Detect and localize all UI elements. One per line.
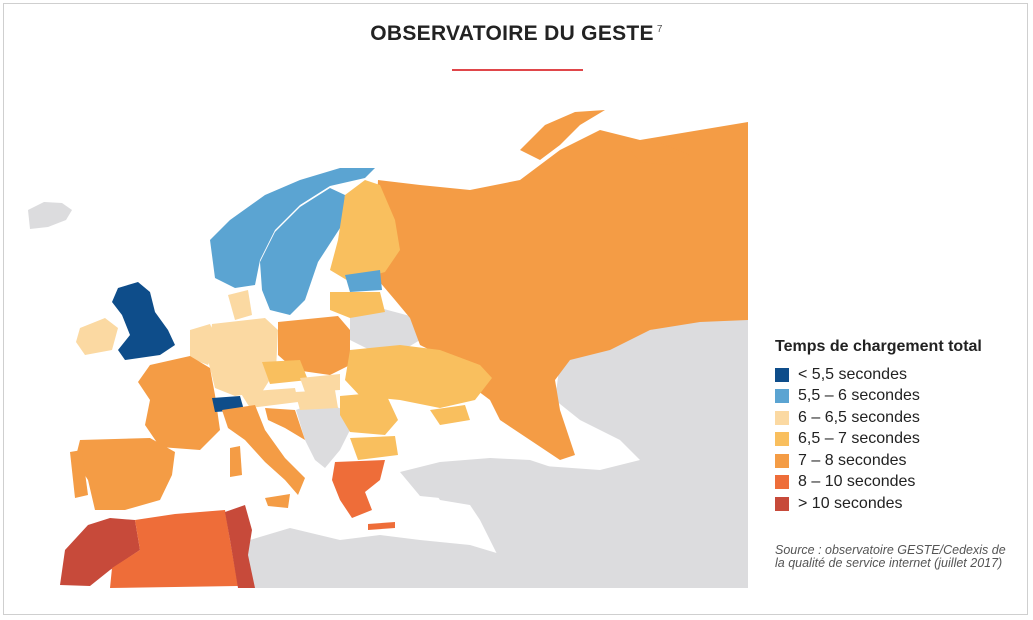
region-libya-egypt-nodata	[240, 528, 520, 588]
region-sweden	[260, 188, 345, 315]
legend-item: 6 – 6,5 secondes	[775, 407, 982, 429]
source-note: Source : observatoire GESTE/Cedexis de l…	[775, 543, 1006, 570]
region-asia-nodata	[420, 318, 748, 588]
region-balkans-nodata	[296, 400, 350, 468]
region-bulgaria	[350, 436, 398, 460]
region-belarus-baltics-nodata	[350, 308, 420, 352]
region-tunisia	[225, 505, 255, 588]
map-title: OBSERVATOIRE DU GESTE 7	[0, 22, 1033, 46]
title-text: OBSERVATOIRE DU GESTE	[370, 22, 654, 45]
region-hungary	[295, 390, 338, 410]
legend-item: 7 – 8 secondes	[775, 450, 982, 472]
region-norway	[210, 168, 375, 288]
legend-swatch	[775, 432, 789, 447]
region-romania	[340, 392, 398, 435]
region-iceland-nodata	[28, 202, 72, 229]
legend-swatch	[775, 389, 789, 404]
region-ukraine	[345, 345, 492, 408]
region-austria	[240, 388, 298, 408]
legend-label: 7 – 8 secondes	[798, 451, 907, 469]
figure-frame	[3, 3, 1028, 615]
region-uk	[112, 282, 175, 360]
legend-item: 5,5 – 6 secondes	[775, 386, 982, 408]
legend-swatch	[775, 367, 789, 382]
legend-swatch	[775, 410, 789, 425]
region-sardinia	[230, 446, 242, 477]
region-germany	[208, 318, 278, 396]
legend-item: 8 – 10 secondes	[775, 472, 982, 494]
legend: Temps de chargement total < 5,5 secondes…	[775, 338, 982, 515]
legend-label: < 5,5 secondes	[798, 365, 907, 383]
region-finland	[330, 180, 400, 282]
legend-swatch	[775, 496, 789, 511]
legend-label: > 10 secondes	[798, 494, 903, 512]
legend-swatch	[775, 475, 789, 490]
legend-title: Temps de chargement total	[775, 338, 982, 355]
region-slovakia	[300, 374, 340, 392]
region-denmark	[228, 290, 252, 320]
region-france	[138, 356, 220, 450]
legend-item: > 10 secondes	[775, 493, 982, 515]
region-sicily	[265, 494, 290, 508]
region-estonia	[345, 270, 382, 292]
region-algeria	[110, 510, 238, 588]
title-footnote: 7	[656, 24, 663, 35]
region-crimea	[430, 405, 470, 425]
legend-swatch	[775, 453, 789, 468]
region-morocco	[60, 518, 140, 586]
region-greece	[332, 460, 385, 518]
region-portugal	[70, 450, 88, 498]
region-russia-arctic-2	[630, 143, 690, 165]
legend-label: 6,5 – 7 secondes	[798, 430, 920, 448]
region-russia-arctic-1	[520, 110, 605, 160]
region-latvia	[330, 292, 385, 318]
region-crete	[368, 522, 395, 530]
title-underline	[452, 69, 583, 71]
region-croatia	[265, 408, 305, 440]
region-czechia	[262, 360, 308, 384]
region-turkey-nodata	[400, 458, 560, 500]
legend-label: 6 – 6,5 secondes	[798, 408, 920, 426]
legend-item: < 5,5 secondes	[775, 364, 982, 386]
region-ireland	[76, 318, 118, 355]
legend-label: 5,5 – 6 secondes	[798, 387, 920, 405]
region-spain	[75, 438, 175, 510]
region-italy	[222, 405, 305, 495]
legend-label: 8 – 10 secondes	[798, 473, 916, 491]
legend-item: 6,5 – 7 secondes	[775, 429, 982, 451]
